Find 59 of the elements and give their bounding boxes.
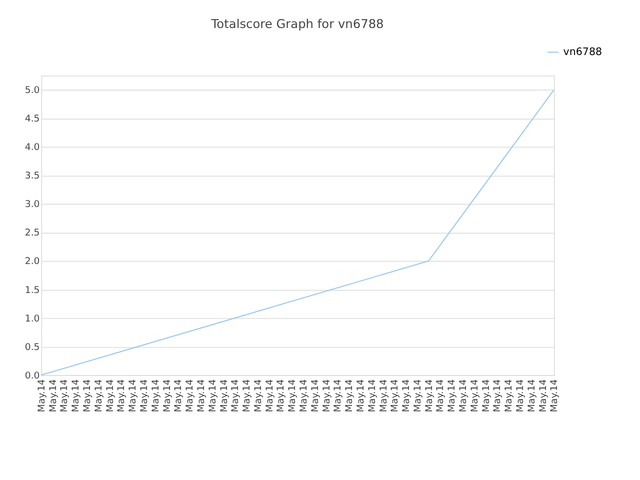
x-tick-label: May.14 <box>515 379 526 412</box>
x-tick-label: May.14 <box>504 379 515 412</box>
y-tick-label: 1.5 <box>24 284 40 296</box>
x-tick-label: May.14 <box>82 379 94 412</box>
x-tick-label: May.14 <box>70 379 82 412</box>
x-tick-label: May.14 <box>48 379 59 412</box>
y-tick-label: 0.0 <box>24 370 40 382</box>
x-tick-label: May.14 <box>196 379 207 412</box>
y-tick-label: 0.5 <box>24 342 40 353</box>
x-tick-label: May.14 <box>332 379 344 412</box>
x-tick-label: May.14 <box>492 379 504 412</box>
x-tick-label: May.14 <box>138 379 150 412</box>
x-tick-label: May.14 <box>435 379 446 412</box>
x-tick-label: May.14 <box>242 379 253 412</box>
x-tick-label: May.14 <box>526 379 538 412</box>
x-tick-label: May.14 <box>264 379 276 412</box>
y-tick-label: 5.0 <box>24 85 40 96</box>
x-tick-label: May.14 <box>252 379 264 412</box>
x-tick-label: May.14 <box>458 379 470 412</box>
chart-title: Totalscore Graph for vn6788 <box>210 16 384 31</box>
x-tick-label: May.14 <box>36 379 48 412</box>
x-tick-label: May.14 <box>184 379 196 412</box>
x-tick-label: May.14 <box>207 379 218 412</box>
x-tick-label: May.14 <box>412 379 424 412</box>
x-tick-label: May.14 <box>401 379 412 412</box>
y-tick-label: 3.5 <box>24 170 40 182</box>
x-tick-label: May.14 <box>538 379 549 412</box>
x-tick-label: May.14 <box>218 379 230 412</box>
x-tick-label: May.14 <box>446 379 458 412</box>
x-tick-label: May.14 <box>276 379 287 412</box>
y-tick-label: 2.0 <box>24 256 40 268</box>
x-tick-label: May.14 <box>150 379 162 412</box>
x-tick-label: May.14 <box>366 379 378 412</box>
y-tick-label: 4.0 <box>24 142 40 154</box>
x-tick-label: May.14 <box>424 379 435 412</box>
x-tick-label: May.14 <box>287 379 298 412</box>
x-tick-label: May.14 <box>310 379 321 412</box>
y-tick-label: 4.5 <box>24 114 40 125</box>
x-tick-label: May.14 <box>59 379 70 412</box>
x-tick-label: May.14 <box>390 379 401 412</box>
x-tick-label: May.14 <box>469 379 480 412</box>
x-tick-label: May.14 <box>549 379 560 412</box>
x-tick-label: May.14 <box>116 379 128 412</box>
x-tick-label: May.14 <box>162 379 173 412</box>
x-tick-label: May.14 <box>104 379 116 412</box>
y-tick-label: 1.0 <box>24 313 40 324</box>
legend-label: vn6788 <box>563 46 602 58</box>
x-tick-label: May.14 <box>93 379 104 412</box>
x-tick-label: May.14 <box>230 379 242 412</box>
x-tick-label: May.14 <box>128 379 139 412</box>
x-tick-label: May.14 <box>378 379 390 412</box>
x-tick-label: May.14 <box>344 379 356 412</box>
x-tick-label: May.14 <box>173 379 184 412</box>
x-tick-label: May.14 <box>355 379 366 412</box>
x-tick-label: May.14 <box>321 379 332 412</box>
y-tick-label: 2.5 <box>24 228 40 239</box>
x-tick-label: May.14 <box>298 379 310 412</box>
x-tick-label: May.14 <box>480 379 492 412</box>
y-tick-label: 3.0 <box>24 199 40 210</box>
